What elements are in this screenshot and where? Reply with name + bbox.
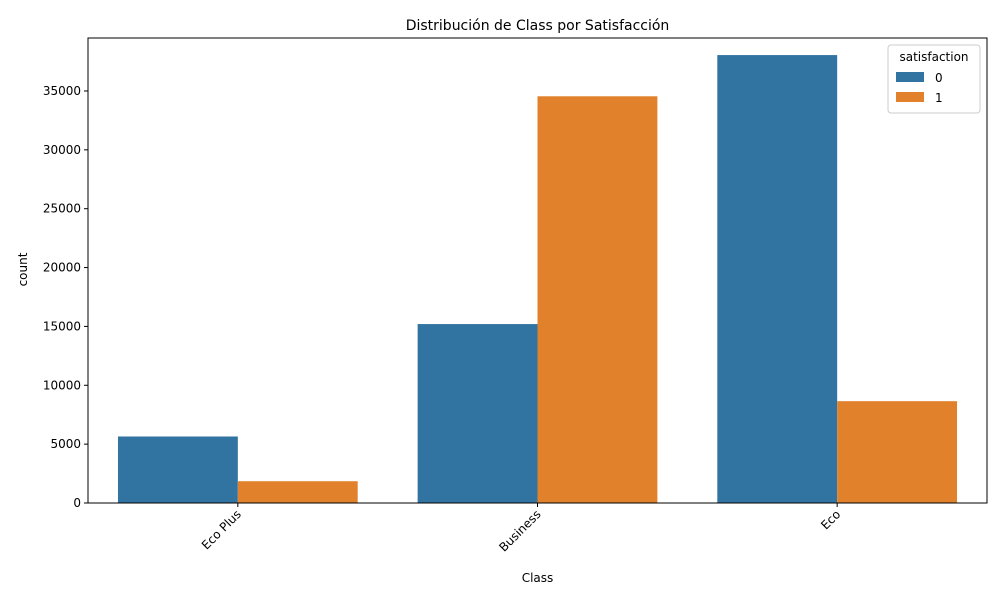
y-tick-label: 20000 (43, 261, 81, 275)
y-tick-label: 10000 (43, 378, 81, 392)
legend-swatch-1 (896, 92, 924, 102)
plot-frame (87, 37, 988, 504)
y-tick-label: 25000 (43, 202, 81, 216)
bar-eco-plus-series-1 (237, 481, 358, 503)
y-tick-label: 5000 (50, 437, 81, 451)
bar-business-series-0 (417, 324, 538, 503)
legend-title: satisfaction (899, 50, 968, 64)
y-tick-label: 30000 (43, 143, 81, 157)
x-tick-label-eco-plus: Eco Plus (199, 507, 244, 552)
y-tick-label: 35000 (43, 84, 81, 98)
legend-swatch-0 (896, 72, 924, 82)
y-axis-ticks: 0 5000 10000 15000 20000 25000 30000 35000 (43, 84, 88, 510)
x-axis-label: Class (522, 571, 554, 585)
bar-eco-plus-series-0 (117, 436, 238, 503)
legend: satisfaction 0 1 (887, 44, 981, 114)
y-tick-label: 0 (73, 496, 81, 510)
bars-group (117, 55, 958, 504)
x-axis-ticks: Eco Plus Business Eco (199, 503, 843, 555)
legend-label-1: 1 (935, 91, 943, 105)
bar-eco-series-0 (717, 55, 838, 504)
x-tick-label-business: Business (496, 507, 543, 554)
bar-business-series-1 (537, 96, 658, 503)
y-axis-label: count (16, 252, 30, 286)
legend-label-0: 0 (935, 71, 943, 85)
y-tick-label: 15000 (43, 319, 81, 333)
chart-title: Distribución de Class por Satisfacción (406, 18, 670, 34)
bar-eco-series-1 (837, 401, 958, 503)
x-tick-label-eco: Eco (818, 507, 843, 532)
